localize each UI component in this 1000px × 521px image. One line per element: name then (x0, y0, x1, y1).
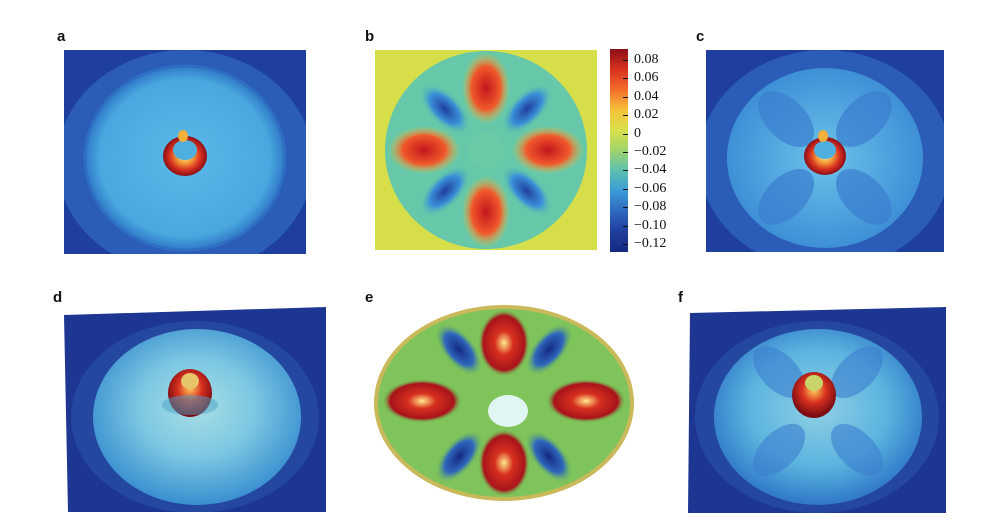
panel-e-image (372, 303, 636, 503)
panel-label-b: b (365, 28, 375, 45)
colorbar-tick-label: 0 (634, 125, 641, 141)
colorbar-tick-label: −0.04 (634, 162, 667, 178)
panel-f-image (688, 307, 946, 513)
panel-c-image (706, 50, 944, 252)
colorbar-tick-mark (623, 115, 628, 117)
panel-label-d: d (53, 289, 63, 306)
colorbar-tick-label: 0.08 (634, 52, 659, 67)
panel-label-a: a (57, 28, 66, 45)
colorbar-tick-mark (623, 188, 628, 190)
colorbar-tick-mark (623, 225, 628, 227)
colorbar-tick-label: −0.02 (634, 144, 667, 159)
panel-b-image (375, 50, 597, 250)
panel-label-e: e (365, 289, 374, 306)
colorbar-tick-mark (623, 60, 628, 61)
colorbar-tick-label: −0.12 (634, 236, 667, 251)
colorbar-tick-mark (623, 170, 628, 172)
colorbar-tick-label: 0.04 (634, 88, 659, 104)
colorbar-tick-mark (623, 96, 628, 98)
colorbar-tick-label: 0.06 (634, 70, 659, 86)
colorbar (610, 49, 628, 252)
colorbar-tick-mark (623, 207, 628, 209)
panel-label-f: f (678, 289, 683, 306)
colorbar-tick-label: 0.02 (634, 107, 659, 123)
colorbar-tick-label: −0.08 (634, 199, 667, 215)
panel-d-image (64, 307, 326, 512)
panel-label-c: c (696, 28, 705, 45)
panel-a-image (64, 50, 306, 254)
colorbar-tick-label: −0.10 (634, 217, 667, 233)
colorbar-tick-mark (623, 152, 628, 153)
colorbar-tick-label: −0.06 (634, 180, 667, 196)
colorbar-tick-mark (623, 244, 628, 245)
colorbar-tick-mark (623, 78, 628, 80)
colorbar-tick-mark (623, 133, 628, 135)
